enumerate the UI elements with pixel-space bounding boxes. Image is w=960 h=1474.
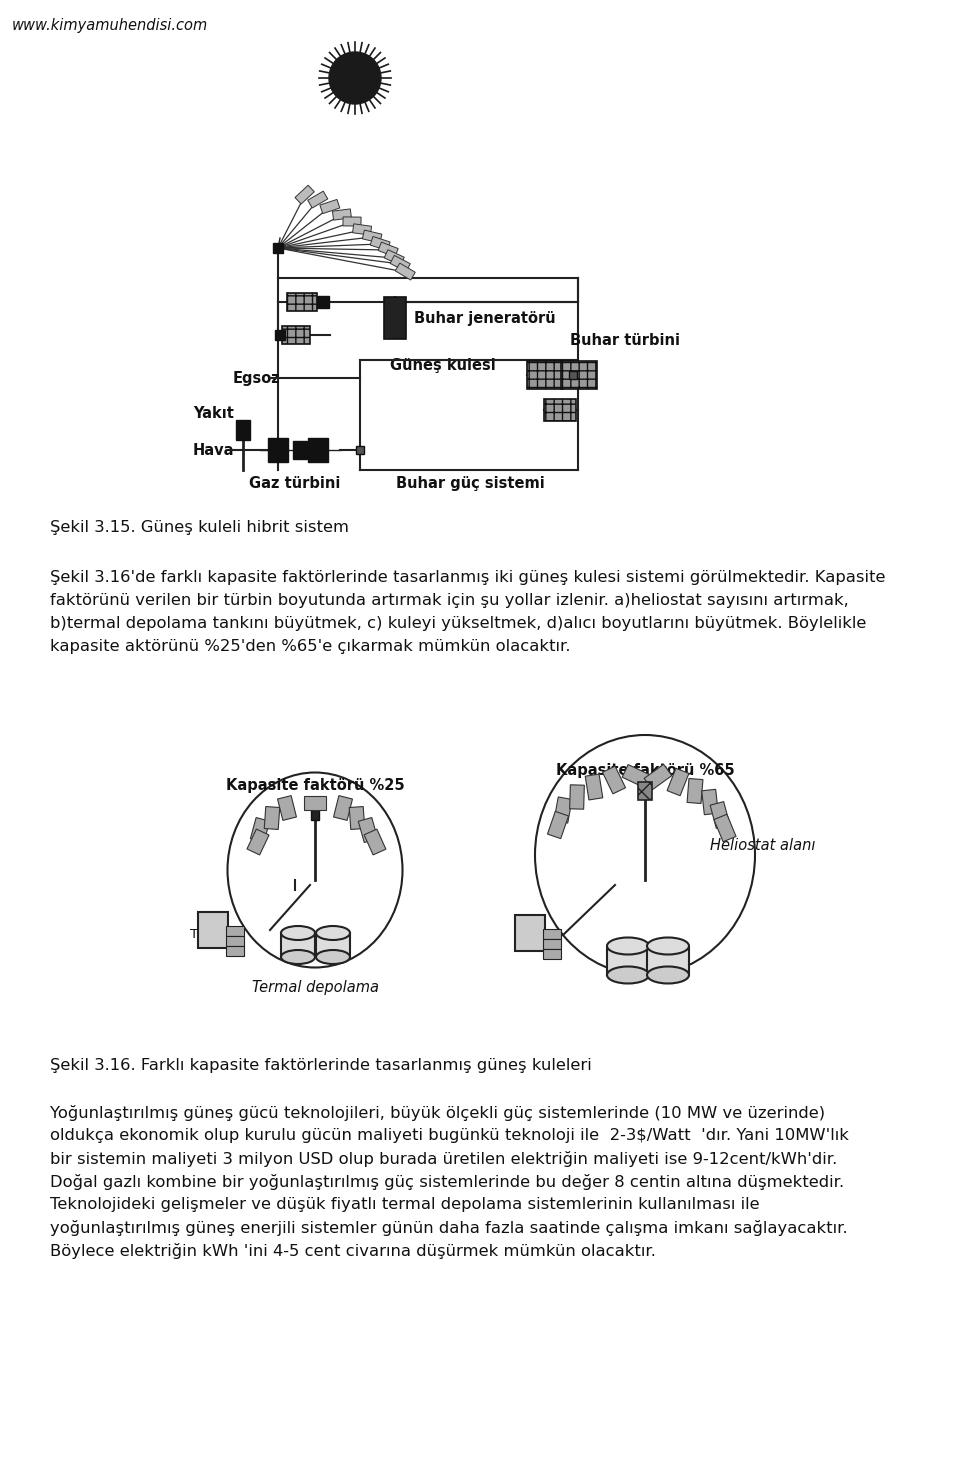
Text: Şekil 3.15. Güneş kuleli hibrit sistem: Şekil 3.15. Güneş kuleli hibrit sistem	[50, 520, 349, 535]
Bar	[264, 806, 279, 830]
Bar	[543, 949, 561, 960]
Bar	[343, 217, 361, 226]
Bar	[287, 293, 317, 311]
Bar	[396, 262, 416, 280]
Bar	[638, 783, 652, 800]
Bar	[356, 447, 364, 454]
Text: Güneş kulesi: Güneş kulesi	[390, 358, 495, 373]
Bar	[333, 796, 352, 821]
Bar	[308, 192, 327, 208]
Text: yoğunlaştırılmış güneş enerjili sistemler günün daha fazla saatinde çalışma imka: yoğunlaştırılmış güneş enerjili sistemle…	[50, 1220, 848, 1237]
Bar	[603, 766, 626, 794]
Bar	[515, 915, 545, 951]
Bar	[226, 946, 244, 957]
Text: Doğal gazlı kombine bir yoğunlaştırılmış güç sistemlerinde bu değer 8 centin alt: Doğal gazlı kombine bir yoğunlaştırılmış…	[50, 1173, 844, 1190]
Text: Yakıt: Yakıt	[193, 405, 234, 420]
Text: Şekil 3.16'de farklı kapasite faktörlerinde tasarlanmış iki güneş kulesi sistemi: Şekil 3.16'de farklı kapasite faktörleri…	[50, 570, 885, 585]
Ellipse shape	[607, 937, 649, 955]
Bar	[295, 186, 314, 203]
Ellipse shape	[607, 967, 649, 983]
Text: Şekil 3.16. Farklı kapasite faktörlerinde tasarlanmış güneş kuleleri: Şekil 3.16. Farklı kapasite faktörlerind…	[50, 1058, 591, 1073]
Ellipse shape	[647, 937, 689, 955]
Text: Kapasite faktörü %65: Kapasite faktörü %65	[556, 764, 734, 778]
Bar	[352, 224, 372, 236]
Ellipse shape	[647, 967, 689, 983]
Bar	[710, 802, 730, 828]
Bar	[226, 936, 244, 946]
Text: Termal depolama: Termal depolama	[252, 980, 378, 995]
Bar	[332, 209, 351, 220]
Bar	[543, 929, 561, 939]
Bar	[247, 828, 269, 855]
Bar	[702, 789, 718, 815]
Text: faktörünü verilen bir türbin boyutunda artırmak için şu yollar izlenir. a)helios: faktörünü verilen bir türbin boyutunda a…	[50, 593, 849, 607]
Bar	[277, 796, 297, 821]
Bar	[687, 778, 703, 803]
Bar	[543, 939, 561, 949]
Text: Egsoz: Egsoz	[233, 370, 280, 386]
Text: Buhar güç sistemi: Buhar güç sistemi	[396, 476, 544, 491]
Text: Gaz türbini: Gaz türbini	[250, 476, 341, 491]
Text: Teknolojideki gelişmeler ve düşük fiyatlı termal depolama sistemlerinin kullanıl: Teknolojideki gelişmeler ve düşük fiyatl…	[50, 1197, 759, 1212]
Text: Yoğunlaştırılmış güneş gücü teknolojileri, büyük ölçekli güç sistemlerinde (10 M: Yoğunlaştırılmış güneş gücü teknolojiler…	[50, 1106, 826, 1122]
Text: kapasite aktörünü %25'den %65'e çıkarmak mümkün olacaktır.: kapasite aktörünü %25'den %65'e çıkarmak…	[50, 640, 570, 654]
Bar	[316, 933, 350, 957]
Bar	[358, 818, 377, 843]
Bar	[308, 438, 328, 461]
Text: oldukça ekonomik olup kurulu gücün maliyeti bugünkü teknoloji ile  2-3$/Watt  'd: oldukça ekonomik olup kurulu gücün maliy…	[50, 1128, 849, 1142]
Bar	[371, 236, 390, 251]
Bar	[569, 784, 585, 809]
Bar	[547, 811, 568, 839]
Bar	[364, 828, 386, 855]
Bar	[714, 814, 736, 842]
Bar	[554, 797, 572, 822]
Text: bir sistemin maliyeti 3 milyon USD olup burada üretilen elektriğin maliyeti ise : bir sistemin maliyeti 3 milyon USD olup …	[50, 1151, 837, 1167]
Text: Buhar jeneratörü: Buhar jeneratörü	[414, 311, 556, 326]
Ellipse shape	[316, 926, 350, 940]
Bar	[293, 441, 307, 458]
Bar	[378, 242, 398, 256]
Bar	[667, 768, 689, 796]
Bar	[622, 765, 650, 787]
Text: Kapasite faktörü %25: Kapasite faktörü %25	[226, 778, 404, 793]
Bar	[281, 933, 315, 957]
Ellipse shape	[281, 951, 315, 964]
Bar	[384, 249, 404, 265]
Bar	[544, 399, 576, 422]
Bar	[275, 330, 285, 340]
Bar	[647, 946, 689, 974]
Circle shape	[329, 52, 381, 105]
Bar	[317, 296, 329, 308]
Text: Türbin: Türbin	[190, 929, 231, 940]
Bar	[273, 243, 283, 254]
Bar	[607, 946, 649, 974]
Bar	[527, 361, 563, 389]
Ellipse shape	[281, 926, 315, 940]
Text: Heliostat alanı: Heliostat alanı	[710, 837, 815, 852]
Bar	[268, 438, 288, 461]
Bar	[384, 296, 406, 339]
Bar	[311, 811, 319, 820]
Text: Buhar türbini: Buhar türbini	[570, 333, 680, 348]
Bar	[586, 774, 603, 800]
Text: www.kimyamuhendisi.com: www.kimyamuhendisi.com	[12, 18, 208, 32]
Bar	[236, 420, 250, 441]
Bar	[304, 796, 326, 811]
Bar	[362, 230, 382, 243]
Bar	[569, 371, 577, 379]
Bar	[226, 926, 244, 936]
Text: Hava: Hava	[193, 442, 234, 457]
Bar	[390, 255, 410, 271]
Bar	[320, 199, 340, 214]
Text: Böylece elektriğin kWh 'ini 4-5 cent civarına düşürmek mümkün olacaktır.: Böylece elektriğin kWh 'ini 4-5 cent civ…	[50, 1243, 656, 1259]
Bar	[644, 765, 672, 790]
Bar	[251, 818, 270, 843]
Bar	[198, 912, 228, 948]
Bar	[349, 806, 365, 830]
Bar	[282, 326, 310, 343]
Bar	[561, 361, 597, 389]
Text: b)termal depolama tankını büyütmek, c) kuleyi yükseltmek, d)alıcı boyutlarını bü: b)termal depolama tankını büyütmek, c) k…	[50, 616, 866, 631]
Ellipse shape	[316, 951, 350, 964]
